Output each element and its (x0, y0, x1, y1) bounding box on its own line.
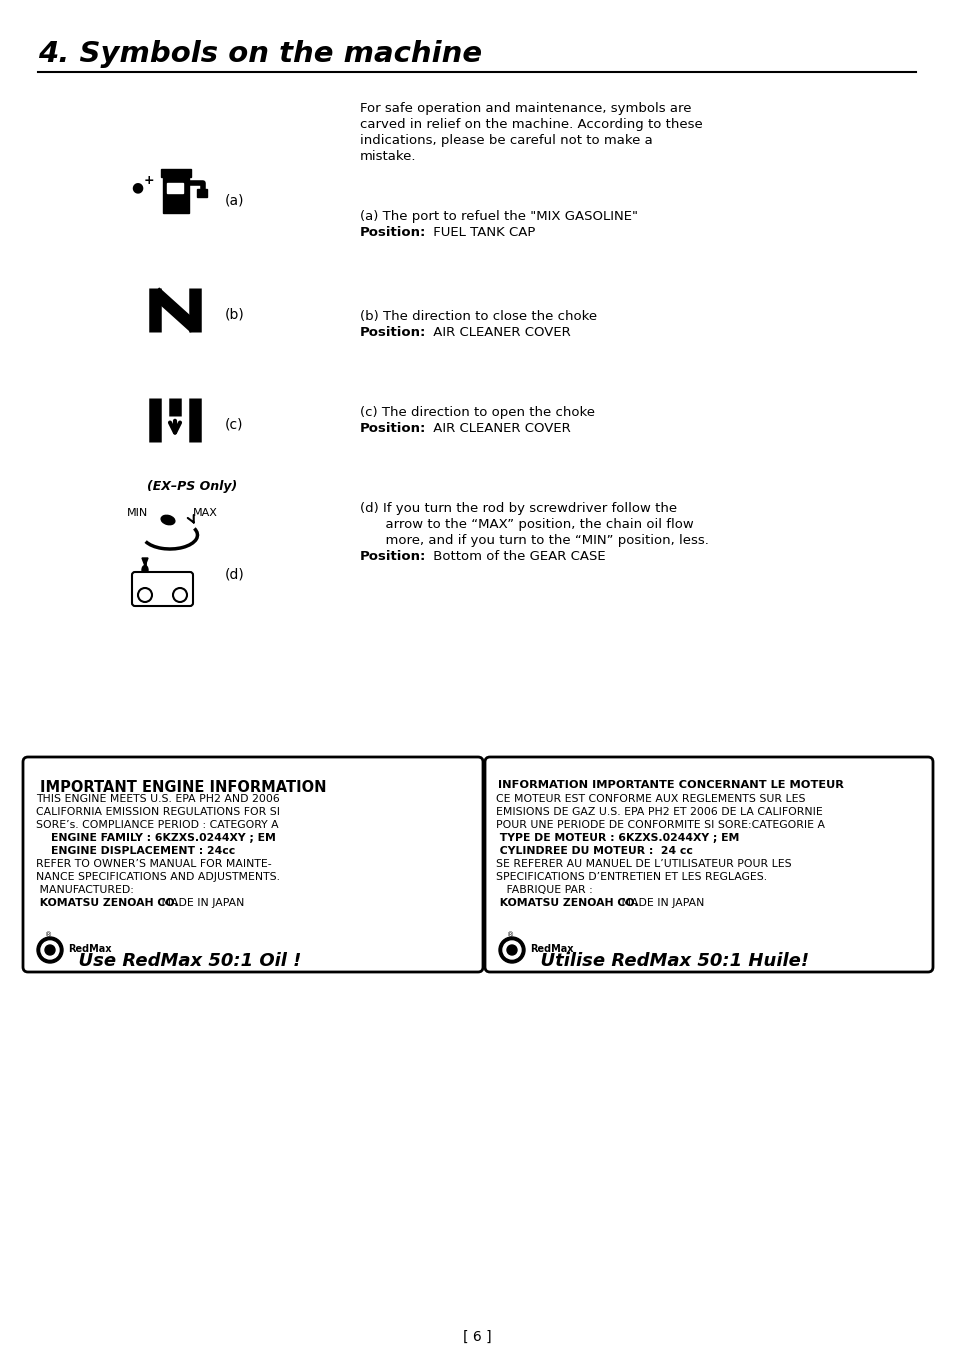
Text: IMPORTANT ENGINE INFORMATION: IMPORTANT ENGINE INFORMATION (40, 780, 326, 795)
Text: KOMATSU ZENOAH CO.: KOMATSU ZENOAH CO. (496, 898, 638, 909)
Text: MADE IN JAPAN: MADE IN JAPAN (151, 898, 244, 909)
Bar (163, 177, 189, 213)
Text: carved in relief on the machine. According to these: carved in relief on the machine. Accordi… (359, 119, 702, 131)
Text: (d) If you turn the rod by screwdriver follow the: (d) If you turn the rod by screwdriver f… (359, 501, 677, 515)
Bar (196, 189, 207, 197)
FancyBboxPatch shape (484, 758, 932, 972)
Polygon shape (142, 558, 148, 566)
Bar (32, 936, 474, 965)
Text: (a): (a) (225, 193, 244, 208)
Text: Utilise RedMax 50:1 Huile!: Utilise RedMax 50:1 Huile! (527, 952, 808, 971)
Text: 4. Symbols on the machine: 4. Symbols on the machine (38, 40, 481, 67)
Ellipse shape (142, 566, 148, 574)
Text: MANUFACTURED:: MANUFACTURED: (36, 886, 133, 895)
Text: (a) The port to refuel the "MIX GASOLINE": (a) The port to refuel the "MIX GASOLINE… (359, 210, 638, 222)
Text: indications, please be careful not to make a: indications, please be careful not to ma… (359, 133, 652, 147)
Text: more, and if you turn to the “MIN” position, less.: more, and if you turn to the “MIN” posit… (359, 534, 708, 547)
Text: POUR UNE PERIODE DE CONFORMITE SI SORE:CATEGORIE A: POUR UNE PERIODE DE CONFORMITE SI SORE:C… (496, 820, 824, 830)
Text: THIS ENGINE MEETS U.S. EPA PH2 AND 2006: THIS ENGINE MEETS U.S. EPA PH2 AND 2006 (36, 794, 279, 803)
Text: ®: ® (45, 931, 52, 938)
Text: Position:: Position: (359, 326, 426, 338)
Text: ENGINE FAMILY : 6KZXS.0244XY ; EM: ENGINE FAMILY : 6KZXS.0244XY ; EM (36, 833, 275, 842)
Text: SORE’s. COMPLIANCE PERIOD : CATEGORY A: SORE’s. COMPLIANCE PERIOD : CATEGORY A (36, 820, 278, 830)
Text: ®: ® (506, 931, 514, 938)
Circle shape (37, 937, 63, 962)
Text: ●: ● (131, 181, 143, 194)
Text: [ 6 ]: [ 6 ] (462, 1330, 491, 1344)
Text: (d): (d) (225, 568, 245, 582)
Text: +: + (144, 174, 154, 187)
Text: FABRIQUE PAR :: FABRIQUE PAR : (496, 886, 592, 895)
Text: ENGINE DISPLACEMENT : 24cc: ENGINE DISPLACEMENT : 24cc (36, 847, 235, 856)
Text: MIN: MIN (127, 508, 148, 518)
Text: MADE IN JAPAN: MADE IN JAPAN (610, 898, 703, 909)
Text: Position:: Position: (359, 550, 426, 563)
Text: REFER TO OWNER’S MANUAL FOR MAINTE-: REFER TO OWNER’S MANUAL FOR MAINTE- (36, 859, 272, 869)
FancyBboxPatch shape (23, 758, 482, 972)
Text: (c) The direction to open the choke: (c) The direction to open the choke (359, 406, 595, 419)
Circle shape (502, 941, 520, 958)
Text: INFORMATION IMPORTANTE CONCERNANT LE MOTEUR: INFORMATION IMPORTANTE CONCERNANT LE MOT… (497, 780, 843, 790)
Text: Use RedMax 50:1 Oil !: Use RedMax 50:1 Oil ! (66, 952, 301, 971)
Text: NANCE SPECIFICATIONS AND ADJUSTMENTS.: NANCE SPECIFICATIONS AND ADJUSTMENTS. (36, 872, 280, 882)
Text: MAX: MAX (193, 508, 217, 518)
Text: For safe operation and maintenance, symbols are: For safe operation and maintenance, symb… (359, 102, 691, 115)
Circle shape (498, 937, 524, 962)
Text: CE MOTEUR EST CONFORME AUX REGLEMENTS SUR LES: CE MOTEUR EST CONFORME AUX REGLEMENTS SU… (496, 794, 804, 803)
Text: AIR CLEANER COVER: AIR CLEANER COVER (429, 326, 571, 338)
Text: TYPE DE MOTEUR : 6KZXS.0244XY ; EM: TYPE DE MOTEUR : 6KZXS.0244XY ; EM (496, 833, 739, 842)
Bar (167, 183, 183, 193)
Text: Bottom of the GEAR CASE: Bottom of the GEAR CASE (429, 550, 605, 563)
Text: RedMax: RedMax (68, 944, 112, 954)
Text: KOMATSU ZENOAH CO.: KOMATSU ZENOAH CO. (36, 898, 178, 909)
Circle shape (506, 945, 517, 954)
Text: (b): (b) (225, 307, 245, 322)
FancyBboxPatch shape (132, 572, 193, 607)
Text: Position:: Position: (359, 226, 426, 239)
Text: CALIFORNIA EMISSION REGULATIONS FOR SI: CALIFORNIA EMISSION REGULATIONS FOR SI (36, 807, 280, 817)
Text: FUEL TANK CAP: FUEL TANK CAP (429, 226, 536, 239)
Text: (c): (c) (225, 418, 243, 431)
Text: mistake.: mistake. (359, 150, 416, 163)
Text: CYLINDREE DU MOTEUR :  24 cc: CYLINDREE DU MOTEUR : 24 cc (496, 847, 692, 856)
Text: AIR CLEANER COVER: AIR CLEANER COVER (429, 422, 571, 435)
Text: (EX–PS Only): (EX–PS Only) (147, 480, 237, 493)
Text: (b) The direction to close the choke: (b) The direction to close the choke (359, 310, 597, 324)
Ellipse shape (161, 515, 174, 524)
Text: SE REFERER AU MANUEL DE L’UTILISATEUR POUR LES: SE REFERER AU MANUEL DE L’UTILISATEUR PO… (496, 859, 791, 869)
Circle shape (41, 941, 59, 958)
Text: Position:: Position: (359, 422, 426, 435)
Text: SPECIFICATIONS D’ENTRETIEN ET LES REGLAGES.: SPECIFICATIONS D’ENTRETIEN ET LES REGLAG… (496, 872, 766, 882)
Text: RedMax: RedMax (530, 944, 573, 954)
Bar (161, 168, 191, 177)
Circle shape (45, 945, 55, 954)
Text: arrow to the “MAX” position, the chain oil flow: arrow to the “MAX” position, the chain o… (359, 518, 693, 531)
Text: EMISIONS DE GAZ U.S. EPA PH2 ET 2006 DE LA CALIFORNIE: EMISIONS DE GAZ U.S. EPA PH2 ET 2006 DE … (496, 807, 821, 817)
